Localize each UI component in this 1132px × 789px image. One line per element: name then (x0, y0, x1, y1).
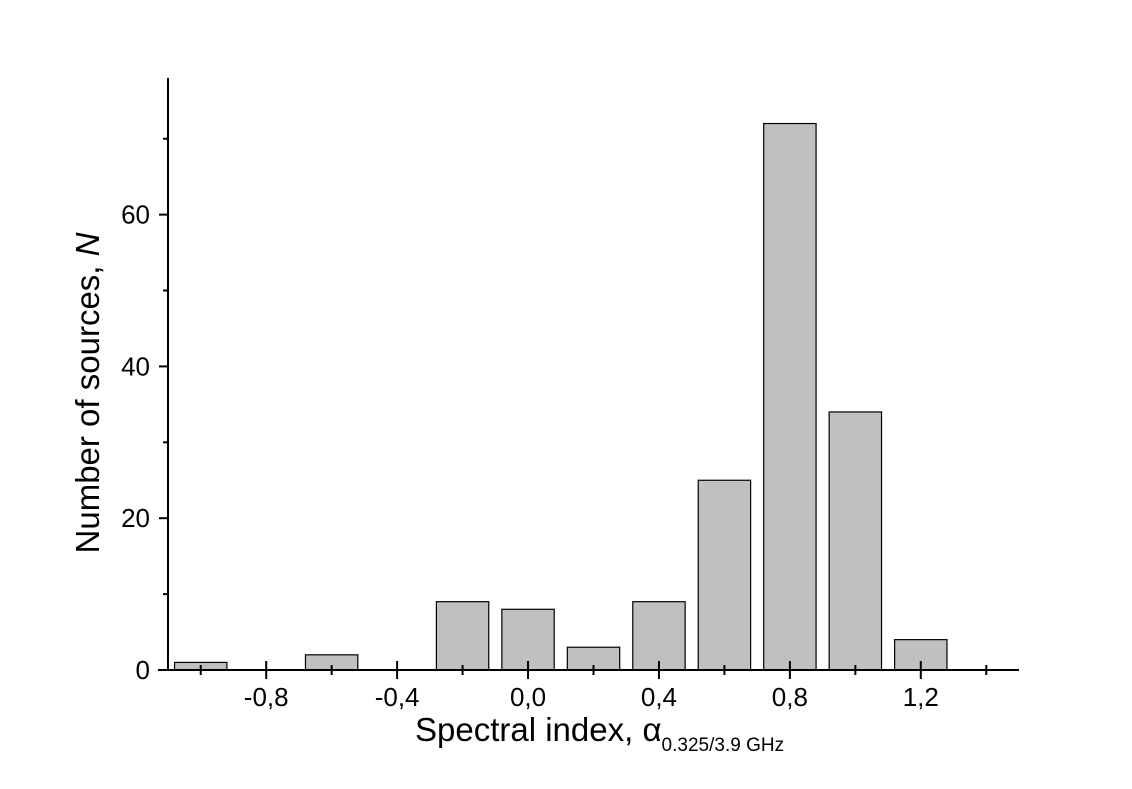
x-tick-label: 0,4 (641, 682, 677, 712)
y-axis-title: Number of sources, N (69, 232, 106, 553)
x-tick-labels-group: -0,8 -0,4 0,0 0,4 0,8 1,2 (244, 682, 939, 712)
y-axis-title-main: Number of sources, (69, 256, 106, 553)
y-tick-label: 0 (136, 655, 150, 685)
x-ticks-group (199, 661, 988, 679)
x-axis-title-symbol: α (642, 711, 661, 748)
y-tick-labels-group: 0 20 40 60 (121, 200, 150, 685)
x-tick-label: -0,8 (244, 682, 289, 712)
y-tick-label: 40 (121, 351, 150, 381)
bars-group (173, 122, 948, 671)
bar (697, 479, 752, 671)
bar (828, 411, 883, 671)
x-tick-label: -0,4 (375, 682, 420, 712)
x-axis-title-subscript: 0.325/3.9 GHz (662, 735, 785, 756)
bar (763, 122, 817, 671)
y-tick-label: 60 (121, 200, 150, 230)
y-ticks-group (159, 137, 168, 671)
x-axis-title: Spectral index, α0.325/3.9 GHz (415, 711, 784, 756)
x-tick-label: 0,0 (510, 682, 546, 712)
bar (501, 608, 555, 671)
y-axis-title-italic: N (69, 232, 106, 256)
x-tick-label: 0,8 (772, 682, 808, 712)
x-tick-label: 1,2 (903, 682, 939, 712)
bar (435, 601, 490, 671)
y-tick-label: 20 (121, 503, 150, 533)
bar (632, 601, 686, 671)
x-axis-title-main: Spectral index, (415, 711, 642, 748)
